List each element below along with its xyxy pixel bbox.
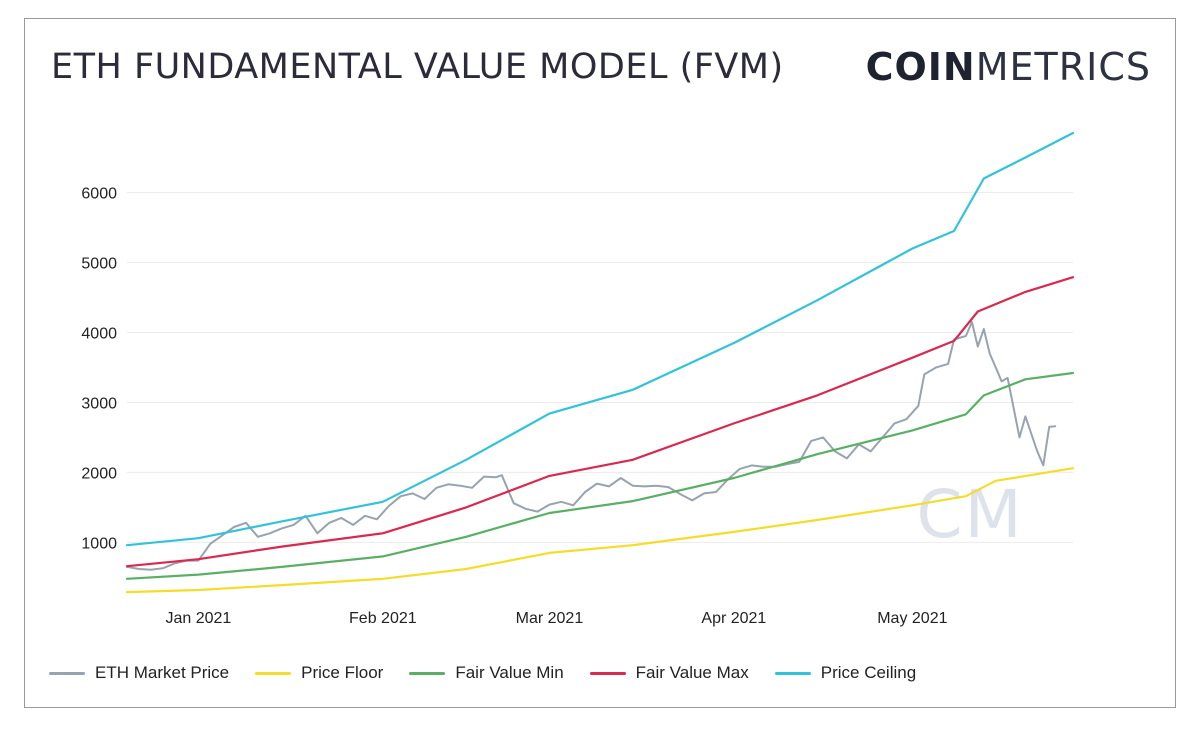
x-tick-label: Feb 2021 [349,610,417,627]
legend-swatch [589,671,626,675]
legend-swatch [774,671,811,675]
series-line-fair-value-max [125,276,1075,568]
legend-label: Fair Value Min [455,663,564,682]
legend-item-price-floor[interactable]: Price Floor [255,663,383,683]
legend: ETH Market Price Price Floor Fair Value Mi… [49,663,916,683]
legend-label: ETH Market Price [95,663,230,682]
legend-label: Price Floor [301,663,384,682]
series-line-fair-value-min [125,371,1075,580]
legend-item-fair-value-max[interactable]: Fair Value Max [589,663,749,683]
y-tick-label: 1000 [81,535,117,552]
y-tick-label: 4000 [81,325,117,342]
series-line-price-floor [125,467,1075,594]
legend-swatch [255,671,292,675]
chart-title: ETH FUNDAMENTAL VALUE MODEL (FVM) [51,47,784,87]
x-tick-label: Mar 2021 [516,610,584,627]
x-tick-label: Jan 2021 [165,610,231,627]
y-tick-label: 3000 [81,395,117,412]
y-tick-label: 2000 [81,465,117,482]
legend-item-fair-value-min[interactable]: Fair Value Min [409,663,564,683]
legend-label: Fair Value Max [635,663,749,682]
y-tick-label: 5000 [81,255,117,272]
y-tick-label: 6000 [81,185,117,202]
chart-card: ETH FUNDAMENTAL VALUE MODEL (FVM) COINME… [24,18,1176,708]
series-line-eth-market-price [126,321,1057,571]
brand-logo-light: METRICS [975,45,1151,89]
series-line-price-ceiling [125,131,1075,547]
x-tick-label: Apr 2021 [701,610,766,627]
legend-item-price-ceiling[interactable]: Price Ceiling [774,663,917,683]
brand-logo-bold: COIN [865,45,976,89]
legend-label: Price Ceiling [820,663,917,682]
line-chart: 1000 2000 3000 4000 5000 6000 Jan 2021 Feb 2021… [81,131,1075,627]
legend-item-eth-market-price[interactable]: ETH Market Price [49,663,229,683]
watermark-logo: CM [916,476,1023,553]
brand-logo: COINMETRICS [866,45,1151,89]
x-tick-label: May 2021 [877,610,947,627]
legend-swatch [409,671,446,675]
legend-swatch [49,671,85,675]
